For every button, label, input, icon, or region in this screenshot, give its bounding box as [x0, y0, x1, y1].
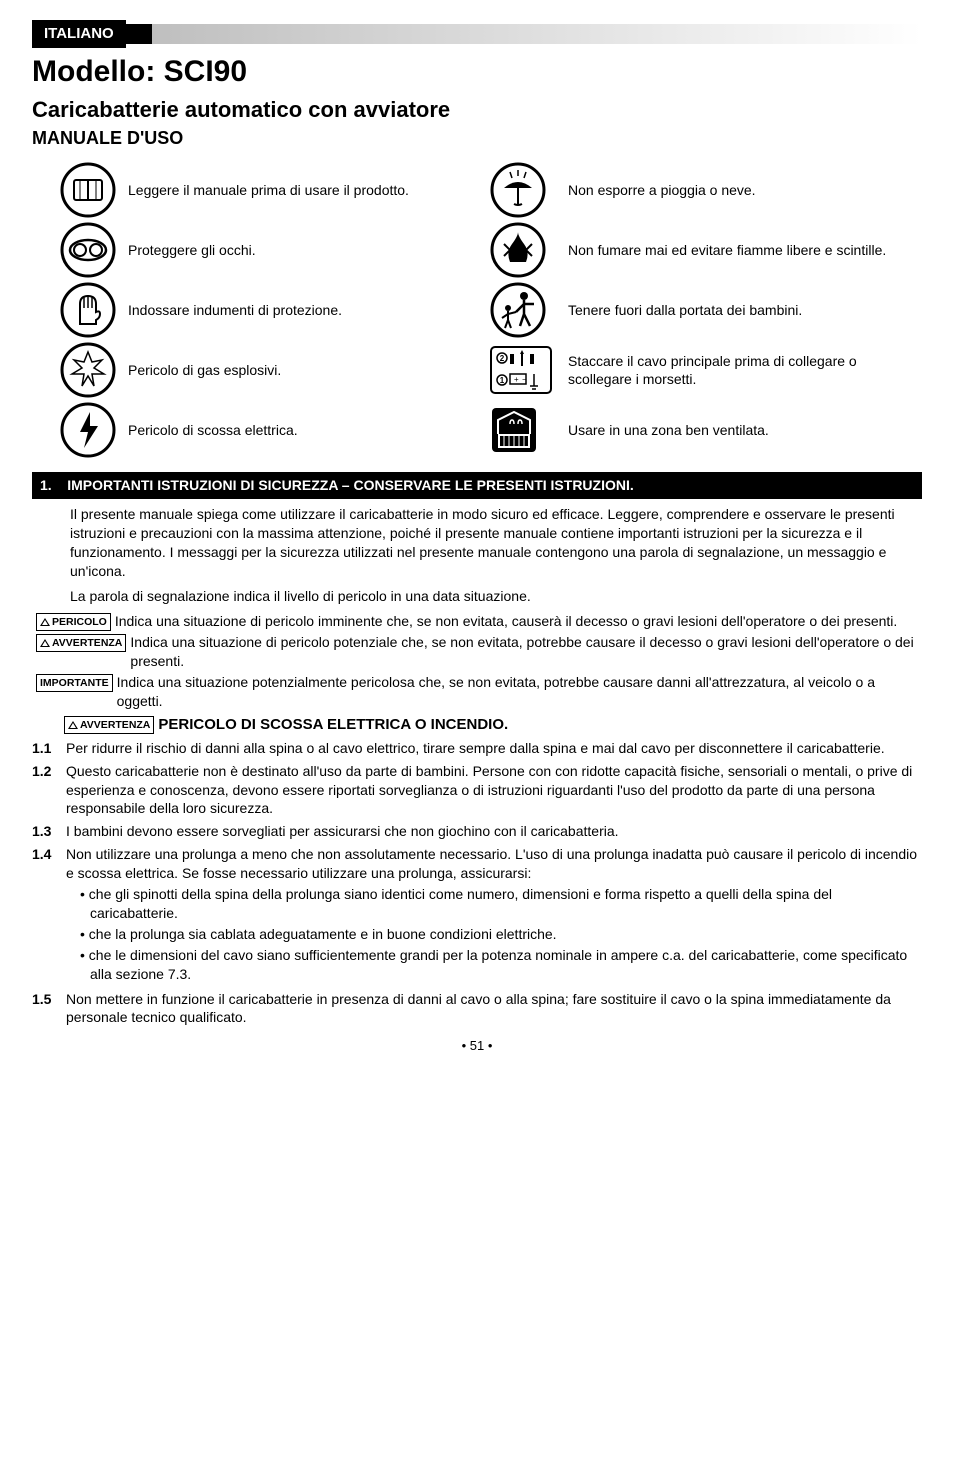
page-number: • 51 •	[32, 1037, 922, 1055]
language-tag: ITALIANO	[32, 20, 126, 48]
pericolo-box: PERICOLO	[36, 613, 111, 631]
rain-icon	[490, 162, 560, 218]
shock-fire-warning-text: PERICOLO DI SCOSSA ELETTRICA O INCENDIO.	[158, 715, 508, 735]
item-1-4-bullets: che gli spinotti della spina della prolu…	[66, 885, 922, 983]
read-manual-label: Leggere il manuale prima di usare il pro…	[128, 181, 482, 200]
importante-text: Indica una situazione potenzialmente per…	[117, 673, 922, 711]
item-1-4-bullet-0: che gli spinotti della spina della prolu…	[80, 885, 922, 923]
item-1-4-bullet-1: che la prolunga sia cablata adeguatament…	[80, 925, 922, 944]
children-icon	[490, 282, 560, 338]
svg-text:+: +	[514, 375, 519, 384]
importante-box: IMPORTANTE	[36, 674, 113, 692]
item-1-1: 1.1 Per ridurre il rischio di danni alla…	[32, 739, 922, 758]
item-1-5-num: 1.5	[32, 990, 66, 1009]
product-subtitle: Caricabatterie automatico con avviatore	[32, 95, 922, 125]
item-1-4-bullet-2: che le dimensioni del cavo siano suffici…	[80, 946, 922, 984]
item-1-2-num: 1.2	[32, 762, 66, 781]
item-1-1-text: Per ridurre il rischio di danni alla spi…	[66, 739, 922, 758]
gloves-label: Indossare indumenti di protezione.	[128, 301, 482, 320]
manual-label: MANUALE D'USO	[32, 126, 922, 150]
pericolo-text: Indica una situazione di pericolo immine…	[115, 612, 897, 631]
shock-label: Pericolo di scossa elettrica.	[128, 421, 482, 440]
item-1-3: 1.3 I bambini devono essere sorvegliati …	[32, 822, 922, 841]
model-title: Modello: SCI90	[32, 52, 922, 93]
section-1-number: 1.	[40, 477, 52, 493]
explosive-icon	[60, 342, 120, 398]
svg-text:2: 2	[500, 354, 505, 363]
section-1-header: 1. IMPORTANTI ISTRUZIONI DI SICUREZZA – …	[32, 472, 922, 499]
item-1-1-num: 1.1	[32, 739, 66, 758]
svg-text:1: 1	[500, 376, 505, 385]
section-1-title: IMPORTANTI ISTRUZIONI DI SICUREZZA – CON…	[67, 477, 634, 493]
disconnect-label: Staccare il cavo principale prima di col…	[568, 352, 922, 390]
safety-icon-grid: Leggere il manuale prima di usare il pro…	[32, 162, 922, 458]
item-1-3-text: I bambini devono essere sorvegliati per …	[66, 822, 922, 841]
section-1-signal-intro: La parola di segnalazione indica il live…	[32, 587, 922, 606]
importante-row: IMPORTANTE Indica una situazione potenzi…	[32, 673, 922, 711]
item-1-5-text: Non mettere in funzione il caricabatteri…	[66, 990, 922, 1028]
no-smoke-label: Non fumare mai ed evitare fiamme libere …	[568, 241, 922, 260]
avvertenza-box: AVVERTENZA	[36, 634, 126, 652]
avvertenza-text: Indica una situazione di pericolo potenz…	[130, 633, 922, 671]
explosive-label: Pericolo di gas esplosivi.	[128, 361, 482, 380]
avvertenza-row: AVVERTENZA Indica una situazione di peri…	[32, 633, 922, 671]
avvertenza-box-inline: AVVERTENZA	[64, 716, 154, 734]
ventilated-icon	[490, 406, 560, 454]
shock-fire-warning-heading: AVVERTENZA PERICOLO DI SCOSSA ELETTRICA …	[32, 715, 922, 735]
disconnect-icon: 2 1 +−	[490, 346, 560, 394]
svg-text:−: −	[522, 375, 527, 384]
item-1-2: 1.2 Questo caricabatterie non è destinat…	[32, 762, 922, 819]
item-1-5: 1.5 Non mettere in funzione il caricabat…	[32, 990, 922, 1028]
section-1-intro: Il presente manuale spiega come utilizza…	[32, 505, 922, 581]
item-1-4-text: Non utilizzare una prolunga a meno che n…	[66, 845, 922, 883]
item-1-4: 1.4 Non utilizzare una prolunga a meno c…	[32, 845, 922, 985]
shock-icon	[60, 402, 120, 458]
read-manual-icon	[60, 162, 120, 218]
gloves-icon	[60, 282, 120, 338]
item-1-2-text: Questo caricabatterie non è destinato al…	[66, 762, 922, 819]
goggles-label: Proteggere gli occhi.	[128, 241, 482, 260]
rain-label: Non esporre a pioggia o neve.	[568, 181, 922, 200]
goggles-icon	[60, 222, 120, 278]
children-label: Tenere fuori dalla portata dei bambini.	[568, 301, 922, 320]
language-bar: ITALIANO	[32, 24, 922, 44]
item-1-3-num: 1.3	[32, 822, 66, 841]
pericolo-row: PERICOLO Indica una situazione di perico…	[32, 612, 922, 631]
ventilated-label: Usare in una zona ben ventilata.	[568, 421, 922, 440]
item-1-4-num: 1.4	[32, 845, 66, 864]
no-smoke-icon	[490, 222, 560, 278]
